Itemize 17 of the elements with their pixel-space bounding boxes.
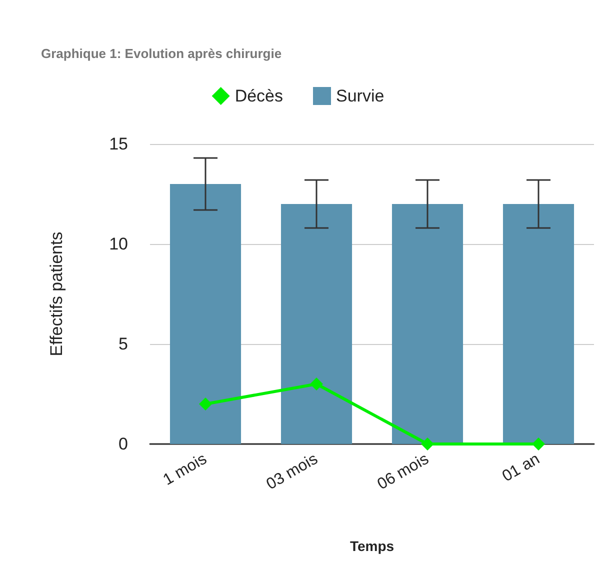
legend-label: Survie [336, 86, 384, 106]
chart-title: Graphique 1: Evolution après chirurgie [41, 46, 282, 61]
y-tick-label: 5 [118, 334, 128, 354]
y-tick-label: 10 [109, 234, 128, 254]
x-tick-label: 01 an [500, 450, 543, 486]
x-tick-label: 06 mois [374, 450, 432, 494]
y-axis-title: Effectifs patients [47, 232, 66, 356]
point [532, 438, 545, 450]
point [199, 398, 212, 410]
x-tick-label: 03 mois [264, 450, 321, 494]
point [310, 378, 323, 390]
y-tick-label: 0 [118, 434, 128, 454]
legend-label: Décès [234, 86, 283, 106]
x-axis-title: Temps [350, 538, 394, 554]
point [421, 438, 434, 450]
y-tick-label: 15 [109, 134, 128, 154]
x-tick-label: 1 mois [160, 450, 210, 489]
